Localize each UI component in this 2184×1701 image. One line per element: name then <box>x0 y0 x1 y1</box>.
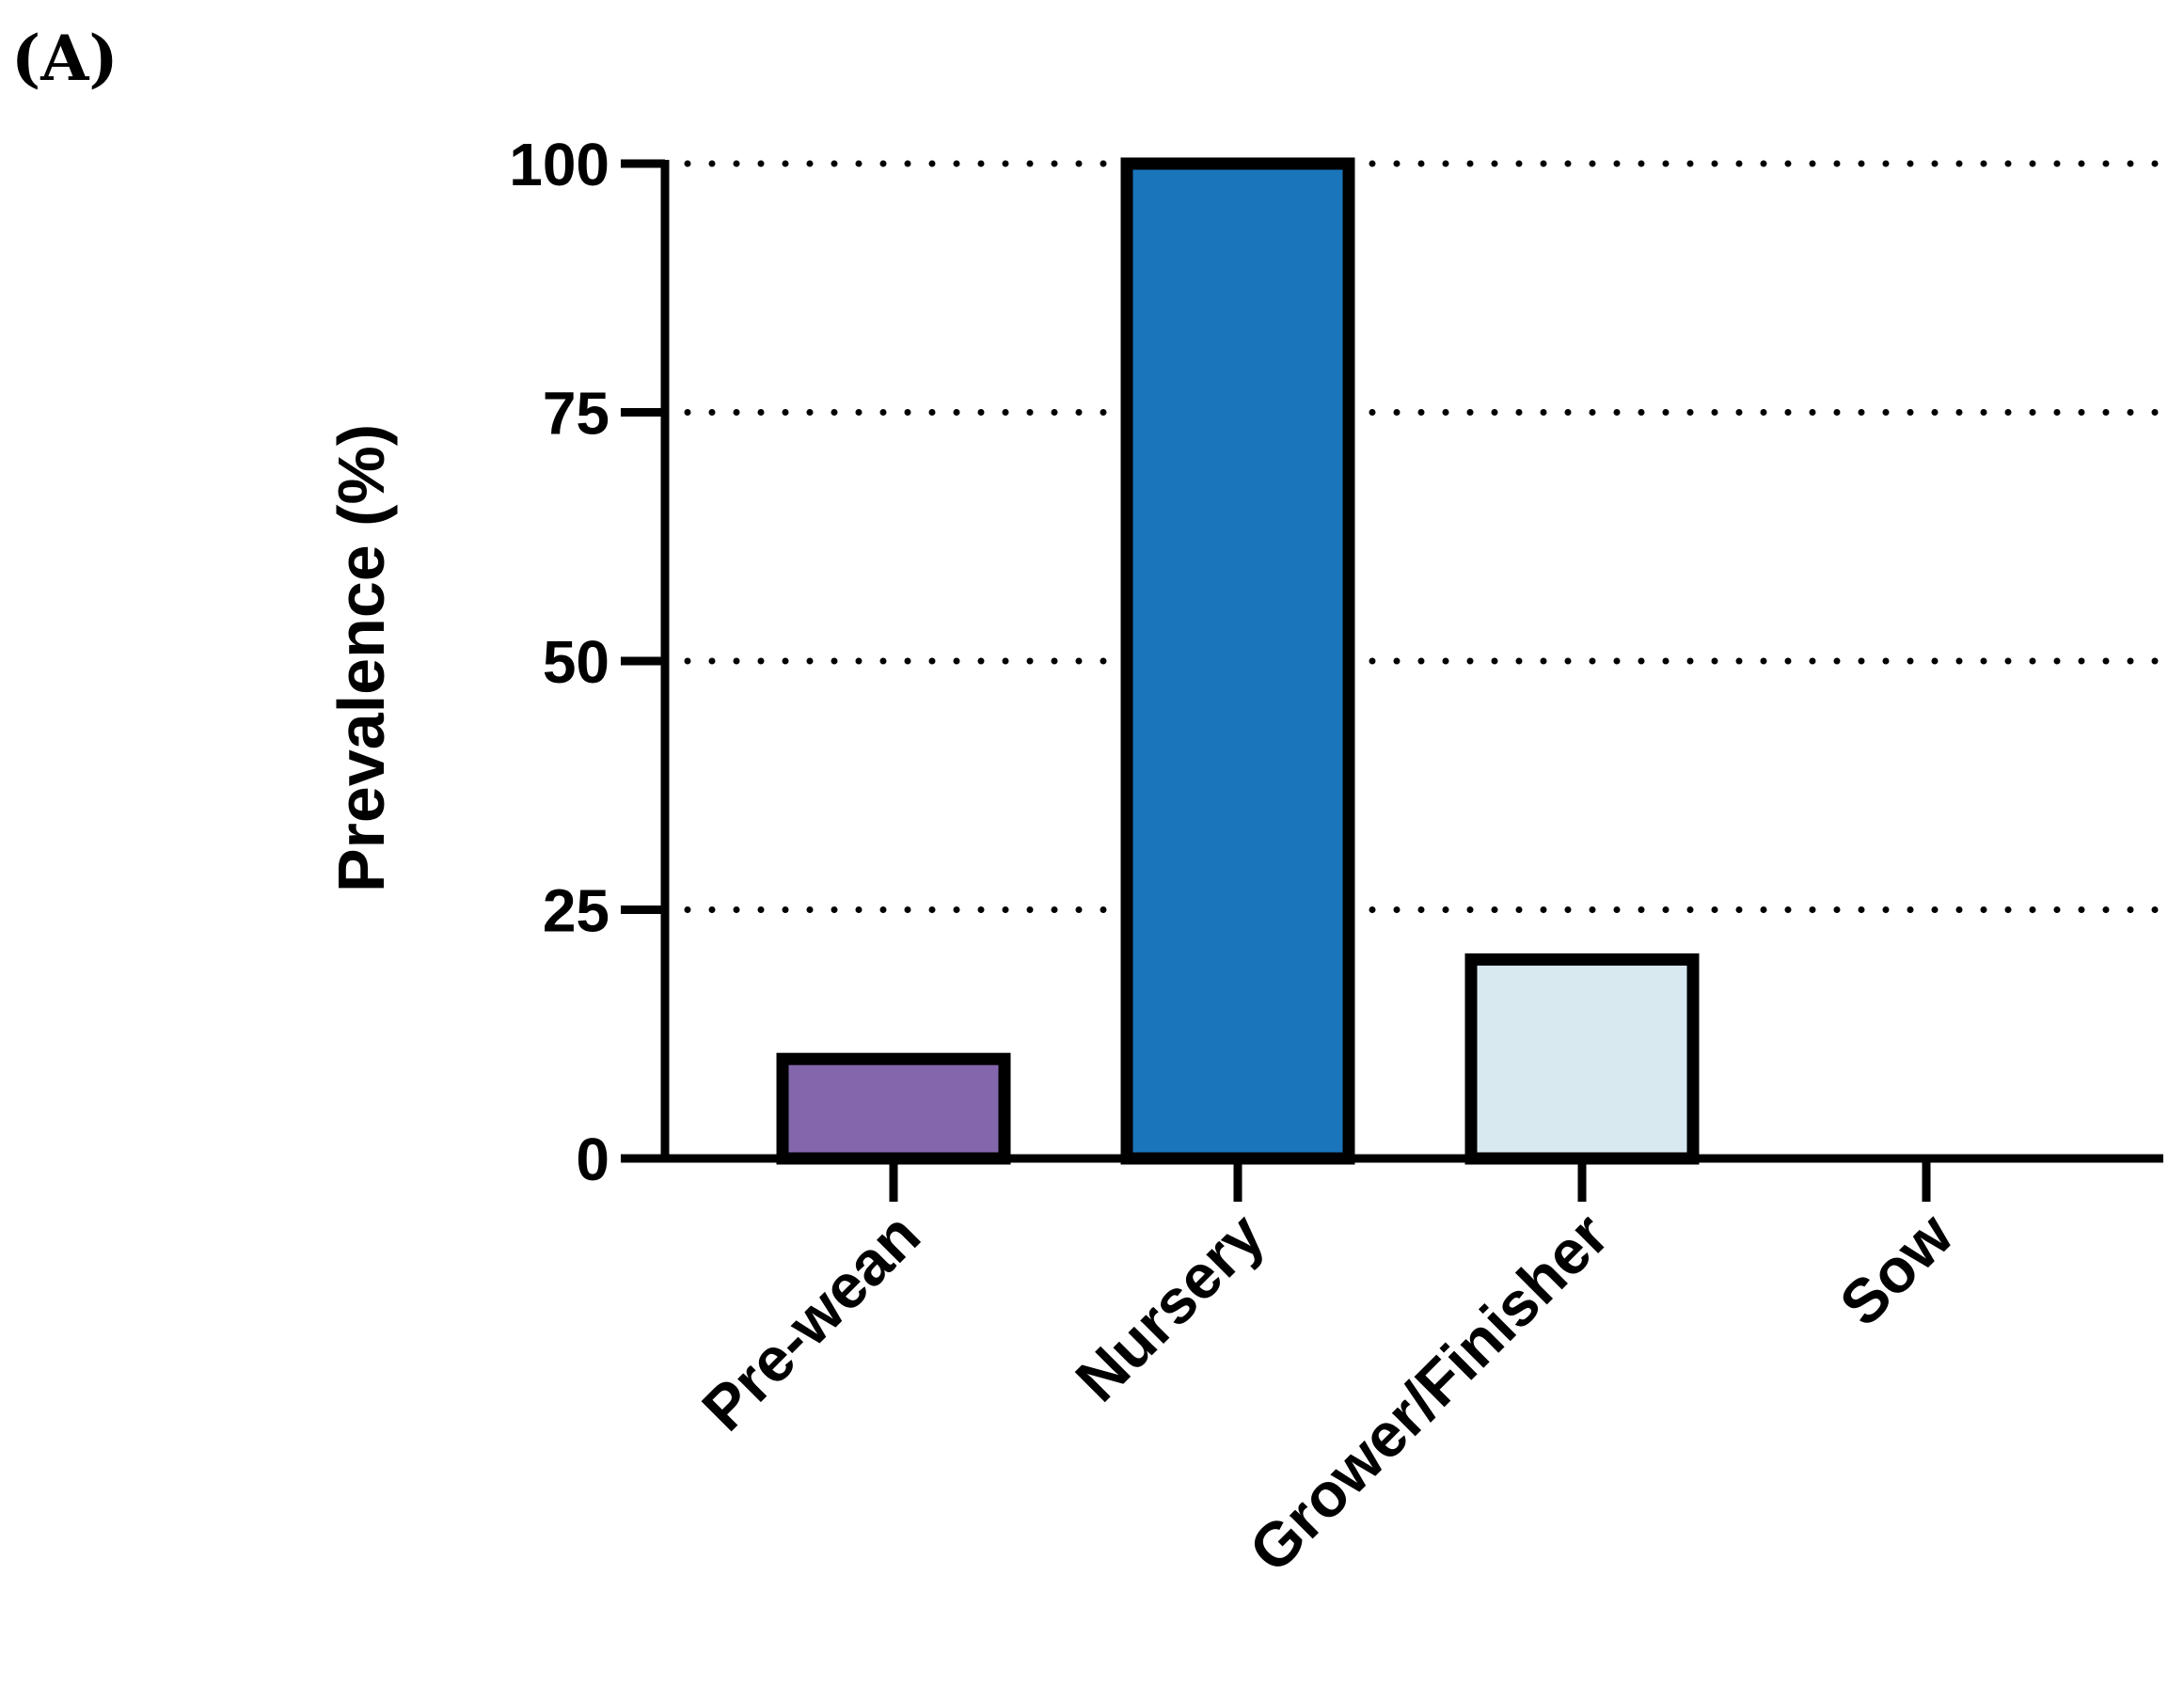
x-tick-label: Nursery <box>1062 1199 1277 1414</box>
bar <box>1464 953 1700 1165</box>
y-tick-label: 50 <box>543 628 609 696</box>
y-tick-label: 0 <box>576 1126 609 1193</box>
bars <box>776 157 1700 1165</box>
x-tick-label: Pre-wean <box>688 1200 933 1444</box>
panel-label: (A) <box>11 22 119 95</box>
y-tick-label: 25 <box>543 877 609 945</box>
bar <box>776 1052 1011 1165</box>
bar <box>1120 157 1355 1165</box>
y-tick-label: 75 <box>543 380 609 448</box>
x-tick-label: Sow <box>1827 1199 1967 1339</box>
gridlines <box>684 160 2167 913</box>
y-ticks: 0 25 50 75 100 <box>509 131 665 1193</box>
x-tick-label: Grower/Finisher <box>1236 1200 1622 1585</box>
y-axis-title: Prevalence (%) <box>324 424 398 892</box>
y-tick-label: 100 <box>509 131 609 198</box>
